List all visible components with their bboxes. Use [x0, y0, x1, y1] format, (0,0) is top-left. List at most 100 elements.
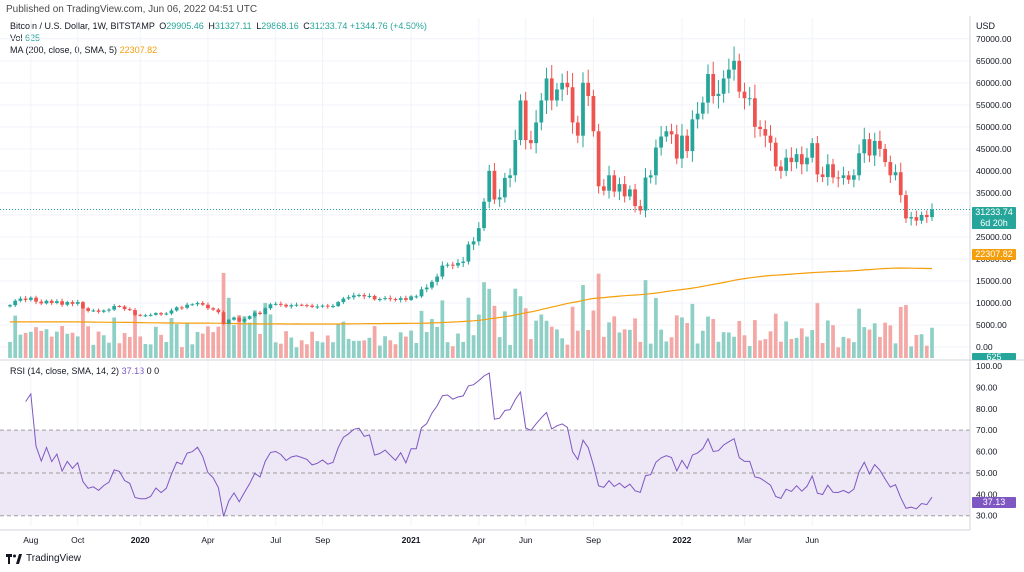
volume-bar — [122, 333, 127, 358]
volume-bar — [180, 347, 184, 358]
candle-body — [263, 308, 268, 314]
ma-layer — [10, 267, 932, 325]
rsi-badge: 37.13 — [972, 497, 1016, 508]
candle-body — [680, 135, 684, 159]
volume-bar — [831, 325, 835, 358]
volume-bar — [450, 346, 455, 358]
volume-bar — [383, 336, 387, 358]
volume-bar — [851, 342, 856, 358]
candle-body — [878, 140, 882, 149]
candle-body — [377, 299, 382, 301]
volume-bar — [456, 333, 460, 358]
volume-bar — [466, 297, 471, 358]
volume-bar — [200, 333, 205, 358]
candle-body — [518, 100, 523, 141]
candle-body — [101, 310, 106, 312]
volume-bar — [138, 336, 143, 358]
candle-body — [112, 306, 117, 310]
price-tick-label: 15000.00 — [976, 276, 1012, 286]
candle-body — [232, 317, 236, 320]
candle-body — [836, 177, 841, 179]
rsi-tick-label: 50.00 — [976, 468, 998, 478]
legend-rsi-zero-1: 0 — [146, 366, 152, 376]
candle-body — [737, 60, 742, 92]
candle-body — [398, 298, 403, 300]
footer-brand[interactable]: TradingView — [6, 553, 81, 564]
volume-bar — [331, 342, 335, 358]
candle-body — [534, 122, 538, 144]
volume-bar — [164, 341, 169, 358]
candle-body — [226, 319, 231, 324]
candle-body — [643, 177, 648, 211]
candle-body — [383, 298, 387, 300]
volume-bar — [716, 341, 721, 358]
rsi-tick-label: 30.00 — [976, 511, 998, 521]
volume-bar — [758, 340, 762, 358]
candle-body — [190, 304, 195, 306]
candle-body — [237, 317, 242, 322]
volume-bar — [367, 337, 372, 358]
volume-bar — [310, 331, 314, 358]
volume-bar — [784, 321, 789, 358]
volume-bar — [612, 316, 617, 358]
candle-body — [445, 264, 450, 266]
volume-bar — [846, 338, 851, 358]
volume-bar — [440, 300, 445, 358]
candle-body — [919, 214, 924, 221]
volume-bar — [581, 285, 585, 358]
candle-body — [487, 170, 492, 202]
volume-bar — [252, 310, 257, 358]
volume-bar — [617, 332, 622, 358]
price-tick-label: 10000.00 — [976, 298, 1012, 308]
volume-bar — [596, 273, 601, 358]
candle-body — [706, 74, 710, 103]
candle-body — [195, 302, 200, 305]
candle-body — [81, 302, 85, 309]
volume-bar — [8, 341, 12, 358]
time-tick-label: Jun — [805, 535, 819, 545]
volume-badge: 625 — [972, 353, 1016, 360]
legend-symbol[interactable]: Bitcoin / U.S. Dollar, 1W, BITSTAMP — [10, 21, 155, 31]
candle-body — [508, 175, 512, 178]
candle-body — [273, 303, 278, 305]
legend-rsi-row: RSI (14, close, SMA, 14, 2) 37.13 0 0 — [10, 366, 159, 376]
time-tick-label: 2020 — [131, 535, 150, 545]
legend-close-key: C — [303, 21, 310, 31]
candle-body — [75, 302, 80, 304]
volume-bar — [664, 341, 669, 358]
volume-bar — [190, 344, 195, 358]
candle-body — [930, 209, 934, 218]
grid-lines — [0, 18, 970, 526]
candle-body — [794, 154, 799, 163]
time-tick-label: Oct — [71, 535, 85, 545]
volume-bar — [805, 336, 809, 358]
legend-rsi-zero-2: 0 — [154, 366, 160, 376]
candle-body — [331, 306, 335, 308]
price-tick-label: 35000.00 — [976, 188, 1012, 198]
volume-bar — [419, 310, 424, 358]
candle-body — [904, 195, 908, 219]
candle-body — [206, 304, 210, 309]
candle-body — [575, 122, 580, 136]
volume-bar — [278, 343, 283, 358]
volume-bar — [857, 308, 861, 358]
legend-rsi-label[interactable]: RSI (14, close, SMA, 14, 2) — [10, 366, 120, 376]
candle-body — [86, 308, 91, 311]
legend-volume-label[interactable]: Vol — [10, 33, 23, 43]
legend-ma-label[interactable]: MA (200, close, 0, SMA, 5) — [10, 45, 118, 55]
volume-bar — [435, 326, 440, 358]
candle-body — [633, 189, 637, 207]
legend-rsi-value: 37.13 — [121, 366, 145, 376]
candle-body — [450, 264, 455, 266]
candle-body — [414, 296, 419, 298]
volume-bar — [28, 331, 33, 358]
candle-body — [779, 166, 783, 171]
candle-body — [846, 175, 851, 180]
price-tick-label: 0.00 — [976, 342, 993, 352]
legend-symbol-row: Bitcoin / U.S. Dollar, 1W, BITSTAMP O299… — [10, 21, 427, 31]
volume-bar — [159, 334, 163, 358]
candle-body — [560, 82, 565, 90]
rsi-band-layer — [0, 429, 970, 517]
